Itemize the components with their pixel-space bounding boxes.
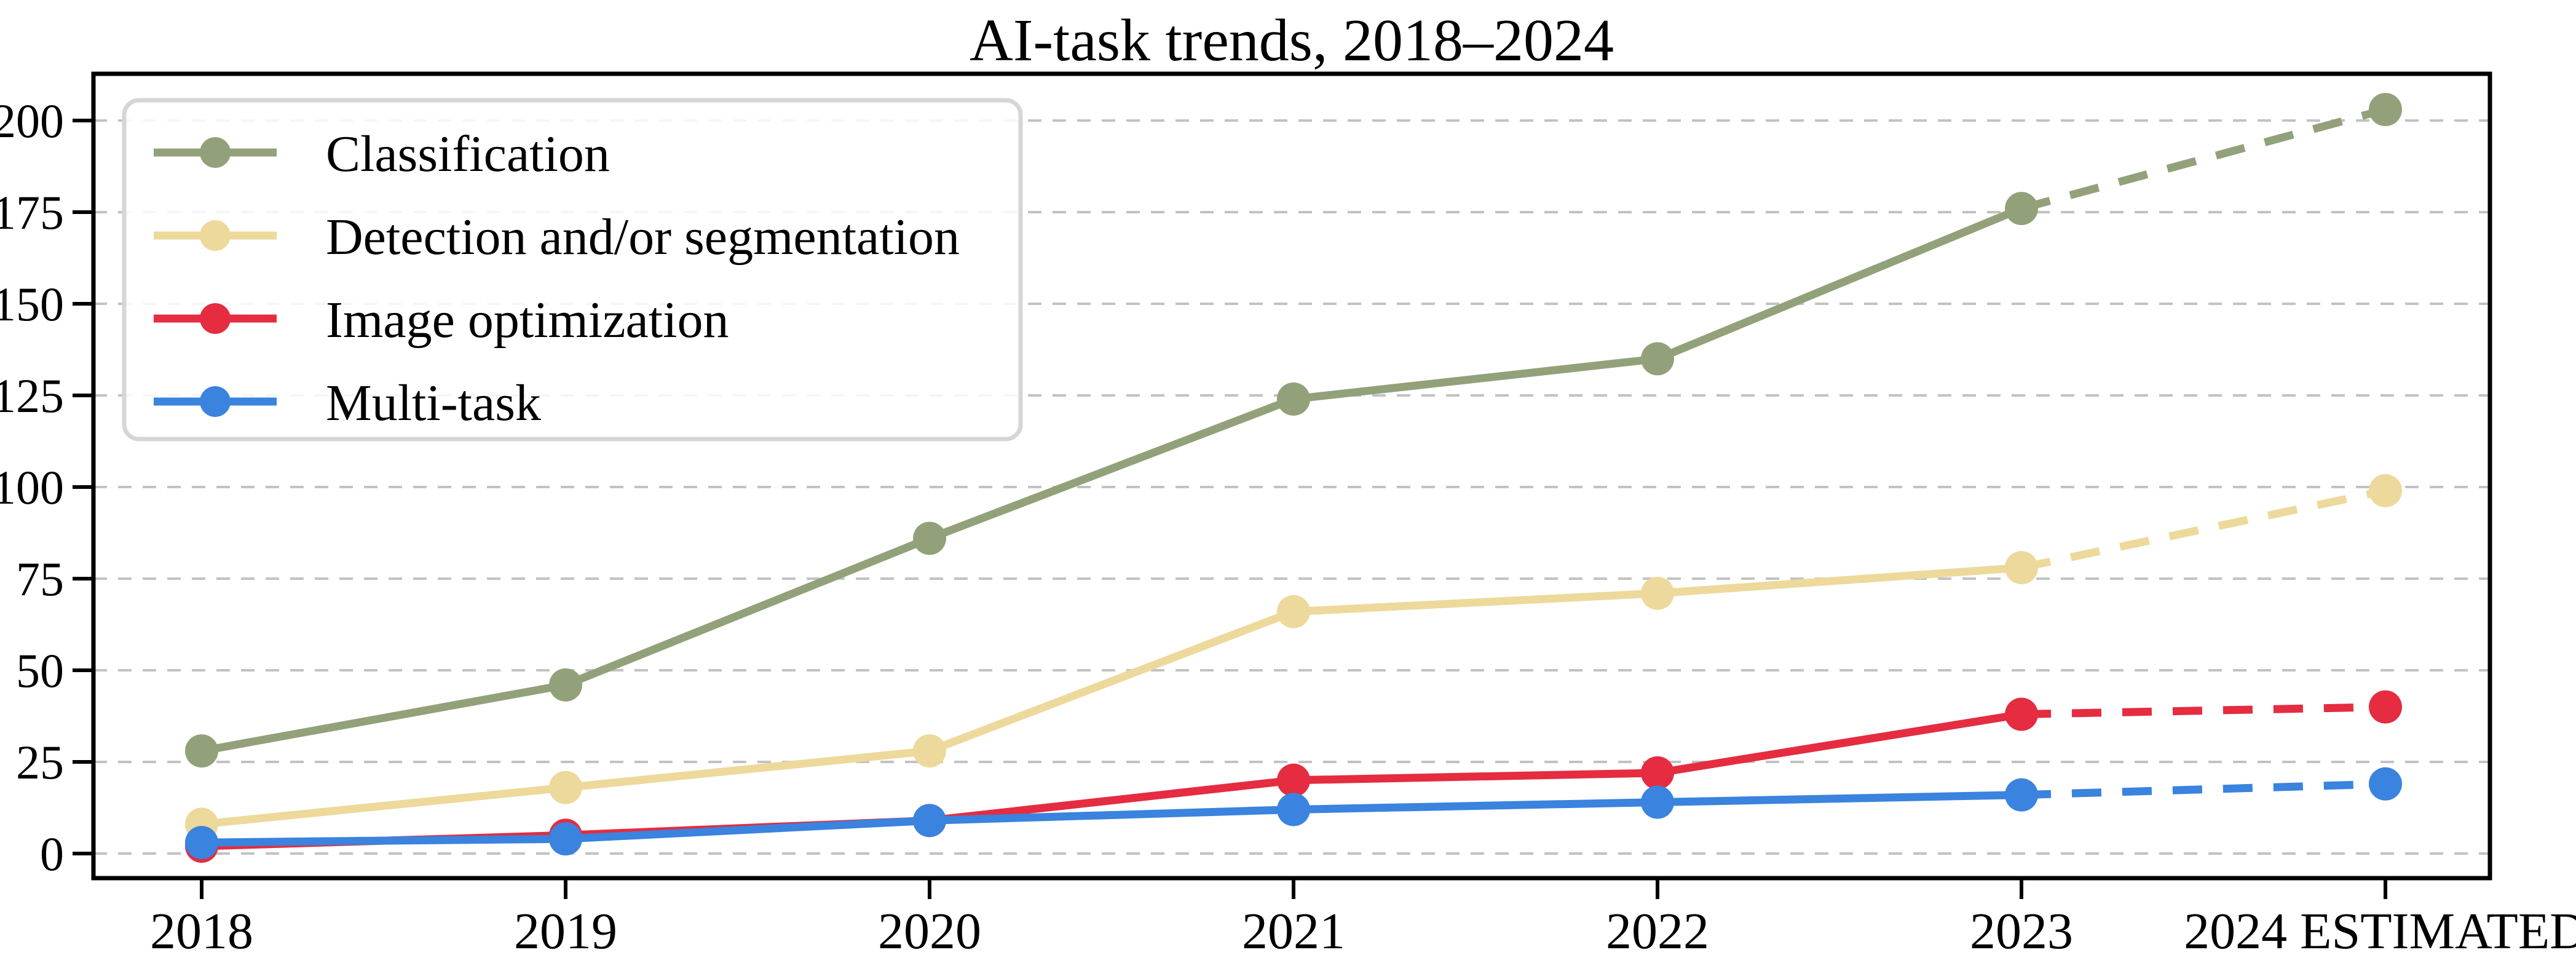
data-point-marker — [2369, 690, 2402, 724]
data-point-marker — [913, 521, 946, 555]
data-point-marker — [913, 804, 946, 838]
y-tick-label: 50 — [16, 644, 64, 697]
data-point-marker — [549, 822, 582, 856]
x-axis-ticks: 2018 2019 2020 2021 2022 2023 2024 ESTIMATED — [150, 878, 2576, 955]
data-point-marker — [2369, 767, 2402, 801]
x-tick-label: 2018 — [150, 903, 253, 955]
series-3 — [185, 767, 2402, 860]
data-point-marker — [913, 734, 946, 768]
data-point-marker — [2005, 551, 2038, 585]
legend-marker-icon — [200, 303, 231, 334]
data-point-marker — [1641, 576, 1674, 610]
data-point-marker — [1641, 785, 1674, 819]
legend-label: Classification — [326, 125, 610, 183]
y-tick-label: 200 — [0, 94, 64, 148]
series-line-solid — [197, 204, 2026, 755]
y-tick-label: 25 — [16, 735, 64, 789]
legend-marker-icon — [200, 220, 231, 251]
x-tick-label: 2022 — [1606, 903, 1709, 955]
legend-label: Detection and/or segmentation — [326, 208, 960, 266]
series-line-estimated — [2020, 486, 2387, 572]
data-point-marker — [2369, 93, 2402, 127]
series-line-solid — [197, 563, 2026, 828]
data-point-marker — [2369, 474, 2402, 507]
series-line-estimated — [2021, 703, 2386, 719]
series-1 — [185, 474, 2402, 841]
data-point-marker — [1277, 382, 1310, 416]
legend-label: Image optimization — [326, 291, 729, 349]
data-point-marker — [549, 668, 582, 702]
y-tick-label: 100 — [0, 461, 64, 514]
legend-label: Multi-task — [326, 374, 541, 432]
data-point-marker — [549, 771, 582, 804]
legend-item-1: Detection and/or segmentation — [154, 208, 960, 266]
legend: Classification Detection and/or segmentat… — [122, 98, 1023, 442]
y-tick-label: 75 — [16, 552, 64, 606]
y-tick-label: 150 — [0, 277, 64, 331]
y-tick-label: 175 — [0, 186, 64, 239]
series-line-solid — [197, 791, 2026, 847]
legend-item-0: Classification — [154, 125, 610, 183]
x-tick-label: 2019 — [514, 903, 617, 955]
legend-items: Classification Detection and/or segmentat… — [154, 125, 960, 432]
legend-marker-icon — [200, 137, 231, 168]
y-tick-label: 0 — [40, 827, 64, 881]
legend-item-3: Multi-task — [154, 374, 541, 432]
data-point-marker — [185, 826, 218, 860]
x-tick-label: 2020 — [878, 903, 981, 955]
data-point-marker — [1277, 595, 1310, 628]
x-tick-label: 2024 ESTIMATED — [2184, 903, 2576, 955]
series-line-estimated — [2021, 780, 2386, 799]
series-line-estimated — [2020, 105, 2387, 213]
legend-item-2: Image optimization — [154, 291, 729, 349]
series-line-solid — [197, 710, 2026, 850]
x-tick-label: 2023 — [1970, 903, 2073, 955]
data-point-marker — [1641, 342, 1674, 376]
data-point-marker — [1277, 793, 1310, 826]
data-point-marker — [2005, 778, 2038, 812]
y-axis-ticks: 0 25 50 75 100 125 150 175 200 — [0, 94, 93, 881]
data-point-marker — [1641, 756, 1674, 790]
data-point-marker — [1277, 763, 1310, 797]
legend-marker-icon — [200, 386, 231, 417]
data-point-marker — [2005, 192, 2038, 226]
chart-title: AI-task trends, 2018–2024 — [970, 7, 1614, 74]
data-point-marker — [185, 734, 218, 768]
data-point-marker — [2005, 697, 2038, 731]
legend-box — [122, 98, 1023, 442]
series-layer — [185, 93, 2402, 863]
y-tick-label: 125 — [0, 369, 64, 422]
x-tick-label: 2021 — [1242, 903, 1345, 955]
series-0 — [185, 93, 2402, 768]
